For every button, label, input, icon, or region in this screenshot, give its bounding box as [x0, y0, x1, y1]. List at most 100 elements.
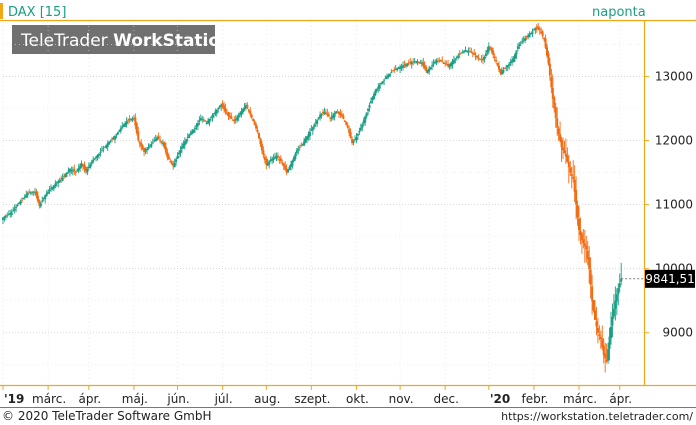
x-tick-label: júl.	[214, 392, 233, 406]
candle-body	[502, 69, 505, 73]
candle-body	[26, 193, 29, 196]
candle-body	[274, 156, 276, 158]
candle-body	[150, 143, 153, 147]
candle-body	[361, 124, 364, 128]
candle-body	[284, 165, 287, 170]
candle-body	[578, 218, 580, 231]
candle-body	[554, 107, 557, 119]
candle-body	[314, 122, 317, 124]
candle-body	[538, 28, 541, 31]
candle-body	[304, 138, 307, 143]
candle-body	[265, 158, 268, 165]
candle-body	[339, 113, 342, 116]
candle-body	[487, 46, 490, 52]
watermark-text: TeleTrader WorkStation	[20, 31, 232, 51]
source-url[interactable]: https://workstation.teletrader.com/	[501, 410, 693, 423]
candle-body	[218, 106, 221, 108]
candle-body	[572, 176, 575, 179]
candle-body	[51, 186, 54, 190]
candle-body	[410, 62, 413, 65]
candle-body	[169, 161, 172, 163]
candle-body	[210, 116, 212, 118]
candle-body	[243, 107, 246, 109]
candle-body	[128, 118, 131, 121]
candle-body	[422, 61, 425, 66]
candle-body	[601, 339, 604, 348]
candle-body	[358, 130, 361, 133]
candle-body	[108, 141, 111, 145]
candle-body	[364, 116, 367, 123]
candle-body	[524, 38, 527, 41]
candle-body	[71, 170, 74, 172]
candle-body	[386, 76, 388, 79]
candle-body	[87, 166, 90, 168]
candle-body	[132, 117, 135, 119]
candle-body	[106, 143, 109, 147]
candle-body	[397, 67, 400, 69]
candle-body	[183, 141, 186, 146]
candle-body	[77, 168, 80, 171]
watermark-brand-bold: WorkStation	[113, 31, 232, 51]
candle-body	[39, 203, 42, 207]
candle-body	[249, 110, 252, 115]
candle-body	[614, 300, 617, 309]
candle-body	[615, 294, 618, 302]
candle-body	[448, 64, 451, 67]
x-tick-label: márc.	[563, 392, 597, 406]
candle-body	[4, 215, 7, 217]
candle-body	[115, 134, 118, 136]
candle-body	[247, 109, 250, 112]
candle-body	[234, 119, 237, 121]
last-value-box	[645, 269, 695, 288]
candle-body	[338, 111, 340, 114]
candle-body	[156, 137, 159, 141]
candle-body	[31, 192, 34, 194]
candle-body	[41, 200, 44, 203]
candle-body	[146, 148, 148, 151]
candle-body	[34, 191, 36, 193]
candle-body	[602, 345, 605, 356]
candle-body	[594, 310, 596, 320]
candle-body	[58, 179, 61, 183]
candle-body	[179, 149, 182, 154]
candle-body	[38, 200, 41, 206]
candle-body	[221, 103, 224, 107]
candle-body	[516, 46, 519, 49]
candle-body	[599, 336, 602, 340]
candle-body	[180, 146, 183, 149]
candle-body	[70, 169, 73, 171]
candle-body	[323, 111, 326, 115]
candle-body	[486, 49, 489, 53]
candle-body	[60, 178, 63, 180]
candle-body	[547, 53, 550, 64]
candle-body	[185, 139, 188, 144]
candle-body	[186, 137, 189, 139]
candle-body	[295, 150, 298, 154]
candle-body	[220, 104, 223, 108]
candle-body	[55, 182, 58, 184]
watermark-box	[12, 25, 215, 54]
candle-body	[327, 114, 330, 117]
copyright-text: © 2020 TeleTrader Software GmbH	[2, 409, 212, 423]
candle-body	[54, 183, 57, 187]
candle-body	[320, 113, 323, 115]
candle-body	[428, 68, 431, 72]
candle-body	[425, 66, 428, 72]
candle-body	[84, 167, 87, 172]
candle-body	[204, 120, 207, 122]
candle-body	[68, 168, 71, 173]
candle-body	[271, 158, 274, 161]
candle-body	[99, 152, 102, 154]
candle-body	[272, 157, 275, 161]
candle-body	[9, 213, 12, 215]
candle-body	[298, 146, 301, 148]
candle-body	[80, 163, 83, 167]
candle-body	[269, 159, 272, 161]
candle-body	[518, 44, 521, 46]
candle-body	[477, 57, 480, 59]
candle-body	[343, 120, 346, 122]
candle-body	[346, 125, 349, 128]
candle-body	[86, 168, 89, 173]
candle-body	[396, 68, 399, 71]
